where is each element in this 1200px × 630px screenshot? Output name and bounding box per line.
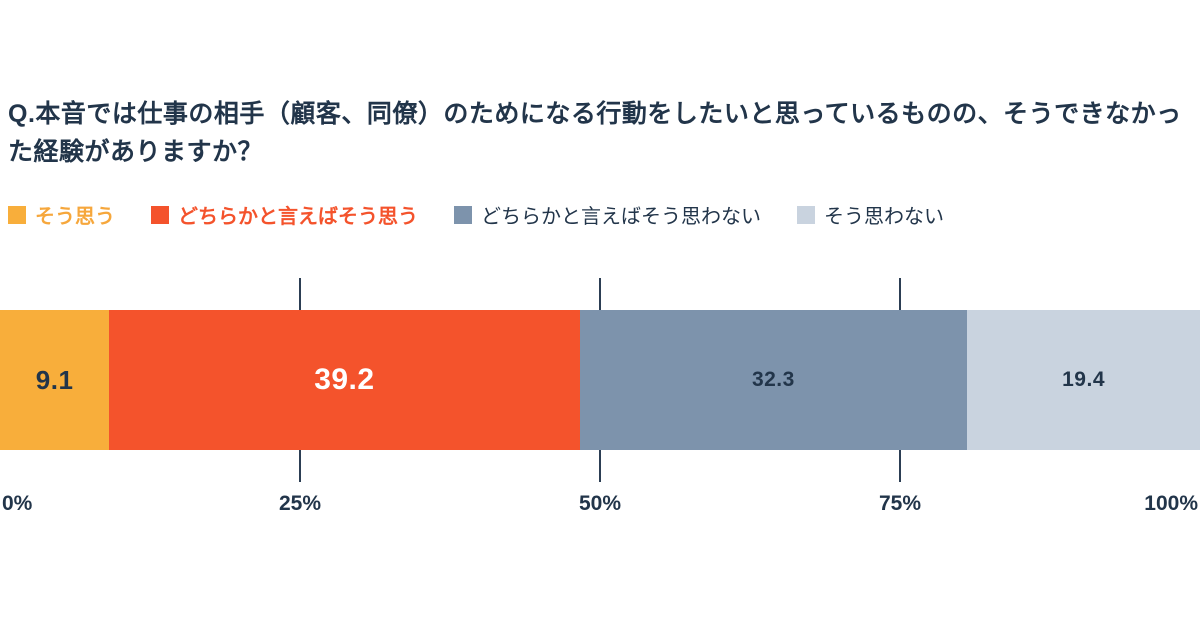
legend-item: そう思う [8,200,115,229]
legend-swatch [454,205,472,224]
x-axis-tick: 25% [278,492,322,515]
legend-label: どちらかと言えばそう思う [178,206,418,228]
stacked-bar-chart: 9.1 39.2 32.3 19.4 [0,278,1200,482]
chart-legend: そう思う どちらかと言えばそう思う どちらかと言えばそう思わない そう思わない [8,200,944,229]
legend-label: そう思わない [824,206,944,228]
x-axis: 0% 25% 50% 75% 100% [0,492,1200,524]
legend-swatch [8,205,26,224]
legend-item: どちらかと言えばそう思わない [454,200,761,229]
bar-segment: 39.2 [109,310,580,450]
legend-item: そう思わない [797,200,944,229]
x-axis-tick: 0% [2,492,33,515]
stacked-bar: 9.1 39.2 32.3 19.4 [0,310,1200,450]
legend-item: どちらかと言えばそう思う [151,200,418,229]
legend-label: どちらかと言えばそう思わない [481,206,761,228]
bar-segment: 9.1 [0,310,110,450]
bar-segment: 32.3 [579,310,968,450]
legend-swatch [797,205,815,224]
legend-swatch [151,205,169,224]
chart-question-title: Q.本音では仕事の相手（顧客、同僚）のためになる行動をしたいと思っているものの、… [8,100,1182,166]
legend-label: そう思う [35,206,115,228]
bar-segment: 19.4 [967,310,1200,450]
x-axis-tick: 100% [1144,492,1198,515]
x-axis-tick: 75% [878,492,922,515]
x-axis-tick: 50% [578,492,622,515]
